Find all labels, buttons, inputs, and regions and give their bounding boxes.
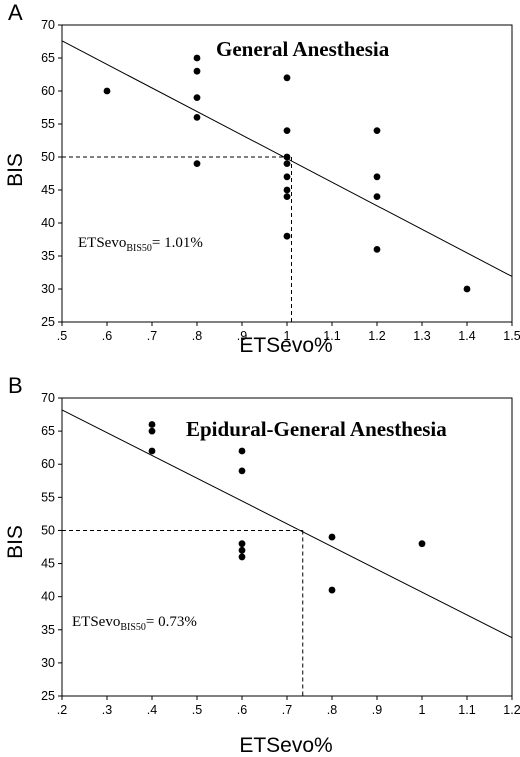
data-point [373,246,381,253]
y-tick-label: 35 [41,249,55,263]
y-tick-label: 25 [41,315,55,329]
x-tick-label: .2 [57,703,67,717]
x-tick-label: .5 [192,703,202,717]
regression-line [61,409,513,639]
data-point [193,160,201,168]
data-point [238,553,246,561]
y-axis-label: BIS [4,525,27,559]
x-axis-label: ETSevo% [239,334,332,357]
data-point [283,232,291,240]
data-point [148,427,156,435]
annotation-subscript: BIS50 [126,243,152,254]
y-tick-label: 70 [41,18,55,32]
x-axis-label: ETSevo% [239,734,332,757]
data-point [463,285,471,293]
x-tick-label: .7 [282,703,292,717]
x-tick-label: .8 [192,329,202,343]
data-point [283,193,291,201]
panel-letter: B [8,373,23,398]
data-point [148,421,156,428]
annotation-value: = 1.01% [152,235,203,251]
data-point [373,193,381,201]
x-tick-label: 1.2 [368,329,385,343]
data-point [103,87,111,95]
data-point [148,447,156,455]
y-tick-label: 50 [41,523,55,537]
data-point [283,173,291,181]
y-tick-label: 55 [41,490,55,504]
data-point [373,127,381,134]
y-tick-label: 40 [41,590,55,604]
data-point [283,186,291,194]
y-tick-label: 50 [41,150,55,164]
y-tick-label: 30 [41,656,55,670]
x-tick-label: .8 [327,703,337,717]
data-point [238,546,246,554]
y-tick-label: 35 [41,623,55,637]
y-tick-label: 60 [41,457,55,471]
chart-title: General Anesthesia [216,37,390,61]
x-tick-label: 1 [284,329,291,343]
plot-frame [61,397,513,697]
panel-a: A BIS ETSevo% General Anesthesia ETSevoB… [4,0,520,357]
chart-title: Epidural-General Anesthesia [186,417,447,441]
y-tick-label: 45 [41,557,55,571]
data-point [328,533,336,541]
panel-b: B BIS ETSevo% Epidural-General Anesthesi… [4,373,520,757]
data-point [193,94,201,101]
y-tick-label: 70 [41,391,55,405]
data-point [283,127,291,134]
y-tick-label: 55 [41,117,55,131]
y-axis-label: BIS [4,153,27,187]
data-point [193,54,201,62]
annotation-subscript: BIS50 [120,622,146,633]
x-tick-label: .5 [57,329,67,343]
y-tick-label: 25 [41,689,55,703]
data-point [283,160,291,168]
y-tick-label: 45 [41,183,55,197]
annotation-main: ETSevo [72,614,120,630]
y-tick-label: 30 [41,282,55,296]
x-tick-label: 1.1 [458,703,475,717]
x-tick-label: .4 [147,703,157,717]
x-tick-label: 1.5 [503,329,520,343]
data-point [283,74,291,82]
annotation-main: ETSevo [78,235,126,251]
x-tick-label: .6 [237,703,247,717]
y-tick-label: 60 [41,84,55,98]
annotation: ETSevoBIS50= 1.01% [78,235,203,254]
x-tick-label: 1 [419,703,426,717]
x-tick-label: .7 [147,329,157,343]
data-point [373,173,381,181]
x-tick-label: .9 [372,703,382,717]
data-point [193,114,201,121]
data-point [238,447,246,455]
y-tick-label: 40 [41,216,55,230]
annotation: ETSevoBIS50= 0.73% [72,614,197,633]
x-tick-label: .3 [102,703,112,717]
y-tick-label: 65 [41,51,55,65]
data-point [238,540,246,548]
x-tick-label: 1.1 [323,329,340,343]
data-point [328,586,336,594]
panel-letter: A [8,0,23,25]
x-tick-label: 1.2 [503,703,520,717]
annotation-value: = 0.73% [146,614,197,630]
data-point [193,67,201,75]
data-point [238,467,246,475]
data-point [418,540,426,548]
x-tick-label: 1.3 [413,329,430,343]
x-tick-label: .6 [102,329,112,343]
x-tick-label: .9 [237,329,247,343]
y-tick-label: 65 [41,424,55,438]
x-tick-label: 1.4 [458,329,475,343]
data-point [283,153,291,161]
